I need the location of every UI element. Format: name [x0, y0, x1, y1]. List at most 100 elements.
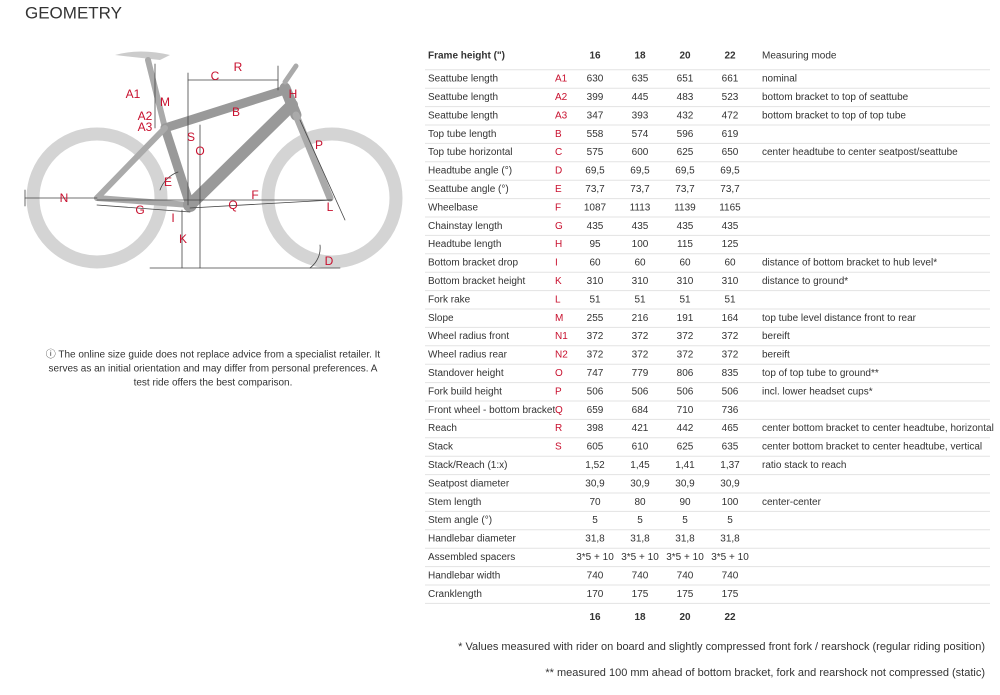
row-mode: center bottom bracket to center headtube…: [762, 423, 994, 434]
row-name: Handlebar diameter: [428, 534, 516, 545]
diagram-label: G: [135, 203, 144, 217]
row-mode: top of top tube to ground**: [762, 368, 879, 379]
row-name: Seatpost diameter: [428, 478, 510, 489]
row-value: 465: [722, 423, 739, 434]
row-code: R: [555, 423, 562, 434]
row-value: 558: [587, 129, 604, 140]
row-value: 1,37: [720, 460, 740, 471]
row-value: 635: [632, 74, 649, 85]
diagram-label: H: [289, 87, 298, 101]
row-value: 740: [677, 570, 694, 581]
row-mode: center-center: [762, 497, 822, 508]
row-value: 69,5: [675, 166, 695, 177]
row-name: Cranklength: [428, 589, 482, 600]
row-value: 170: [587, 589, 604, 600]
row-value: 835: [722, 368, 739, 379]
row-value: 435: [722, 221, 739, 232]
row-value: 5: [727, 515, 733, 526]
row-mode: center bottom bracket to center headtube…: [762, 442, 982, 453]
row-value: 3*5 + 10: [666, 552, 704, 563]
row-code: O: [555, 368, 563, 379]
diagram-label: I: [171, 211, 174, 225]
row-value: 399: [587, 92, 604, 103]
row-value: 435: [677, 221, 694, 232]
row-value: 3*5 + 10: [576, 552, 614, 563]
row-value: 435: [587, 221, 604, 232]
row-value: 30,9: [675, 478, 695, 489]
row-code: A1: [555, 74, 568, 85]
row-code: G: [555, 221, 563, 232]
row-value: 31,8: [585, 534, 605, 545]
row-value: 51: [634, 294, 646, 305]
row-mode: distance to ground*: [762, 276, 848, 287]
note-line: test ride offers the best comparison.: [134, 378, 293, 389]
row-value: 740: [587, 570, 604, 581]
row-value: 1087: [584, 202, 607, 213]
header-label: Frame height ("): [428, 51, 505, 62]
row-value: 574: [632, 129, 649, 140]
row-name: Assembled spacers: [428, 552, 515, 563]
row-value: 625: [677, 442, 694, 453]
row-code: Q: [555, 405, 563, 416]
row-name: Stack: [428, 442, 454, 453]
diagram-label: Q: [228, 198, 237, 212]
row-value: 255: [587, 313, 604, 324]
row-value: 73,7: [720, 184, 740, 195]
footer-size: 16: [589, 612, 601, 623]
row-name: Seattube length: [428, 92, 498, 103]
row-value: 635: [722, 442, 739, 453]
row-value: 100: [632, 239, 649, 250]
row-value: 421: [632, 423, 649, 434]
row-value: 69,5: [585, 166, 605, 177]
row-value: 90: [679, 497, 691, 508]
row-name: Seattube angle (°): [428, 184, 509, 195]
row-value: 73,7: [585, 184, 605, 195]
row-value: 1,52: [585, 460, 605, 471]
row-mode: top tube level distance front to rear: [762, 313, 917, 324]
row-name: Handlebar width: [428, 570, 500, 581]
diagram-label: M: [160, 95, 170, 109]
row-code: L: [555, 294, 561, 305]
row-name: Reach: [428, 423, 457, 434]
row-value: 5: [592, 515, 598, 526]
row-value: 736: [722, 405, 739, 416]
row-mode: nominal: [762, 74, 797, 85]
row-value: 5: [637, 515, 643, 526]
note-line: ⓘ The online size guide does not replace…: [46, 349, 381, 361]
row-mode: incl. lower headset cups*: [762, 386, 873, 397]
row-value: 435: [632, 221, 649, 232]
row-value: 575: [587, 147, 604, 158]
row-value: 506: [587, 386, 604, 397]
row-code: K: [555, 276, 562, 287]
row-value: 73,7: [630, 184, 650, 195]
row-value: 651: [677, 74, 694, 85]
row-value: 3*5 + 10: [711, 552, 749, 563]
row-value: 506: [632, 386, 649, 397]
row-code: S: [555, 442, 562, 453]
row-value: 175: [677, 589, 694, 600]
row-code: D: [555, 166, 562, 177]
diagram-label: E: [164, 175, 172, 189]
diagram-label: A3: [138, 120, 153, 134]
title: GEOMETRY: [25, 3, 122, 22]
row-name: Slope: [428, 313, 454, 324]
row-mode: ratio stack to reach: [762, 460, 846, 471]
row-value: 73,7: [675, 184, 695, 195]
row-value: 5: [682, 515, 688, 526]
diagram-label: R: [234, 60, 243, 74]
row-value: 51: [724, 294, 736, 305]
row-mode: bereift: [762, 350, 790, 361]
footer-size: 20: [679, 612, 691, 623]
row-value: 506: [677, 386, 694, 397]
row-value: 115: [677, 239, 693, 250]
row-mode: bereift: [762, 331, 790, 342]
row-name: Bottom bracket drop: [428, 258, 518, 269]
diagram-label: C: [211, 69, 220, 83]
row-name: Stack/Reach (1:x): [428, 460, 507, 471]
row-value: 398: [587, 423, 604, 434]
row-value: 372: [632, 331, 649, 342]
row-value: 95: [589, 239, 601, 250]
row-value: 684: [632, 405, 649, 416]
row-code: P: [555, 386, 562, 397]
